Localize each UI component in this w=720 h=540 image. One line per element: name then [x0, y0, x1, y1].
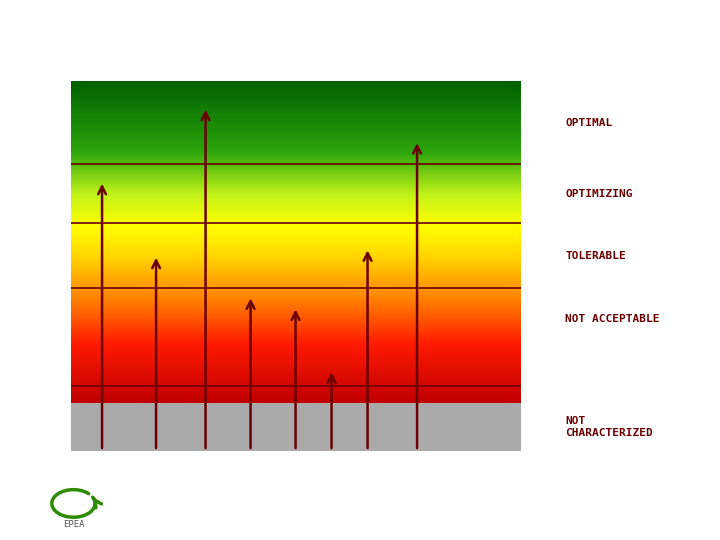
- Text: X: X: [534, 330, 542, 344]
- Text: B: B: [534, 187, 542, 201]
- Text: NOT
CHARACTERIZED: NOT CHARACTERIZED: [565, 416, 653, 438]
- Text: OPTIMAL: OPTIMAL: [565, 118, 612, 127]
- Text: NOT ACCEPTABLE: NOT ACCEPTABLE: [565, 314, 660, 323]
- Text: C: C: [534, 249, 542, 263]
- Text: OPTIMIZING: OPTIMIZING: [565, 189, 633, 199]
- Text: IDENTIFY THE BEST: ABC-X CATEGORIZATION: IDENTIFY THE BEST: ABC-X CATEGORIZATION: [81, 51, 423, 66]
- Text: A: A: [534, 116, 542, 130]
- Bar: [71, 403, 521, 451]
- Text: TOLERABLE: TOLERABLE: [565, 251, 626, 261]
- Text: EPEA: EPEA: [63, 519, 84, 529]
